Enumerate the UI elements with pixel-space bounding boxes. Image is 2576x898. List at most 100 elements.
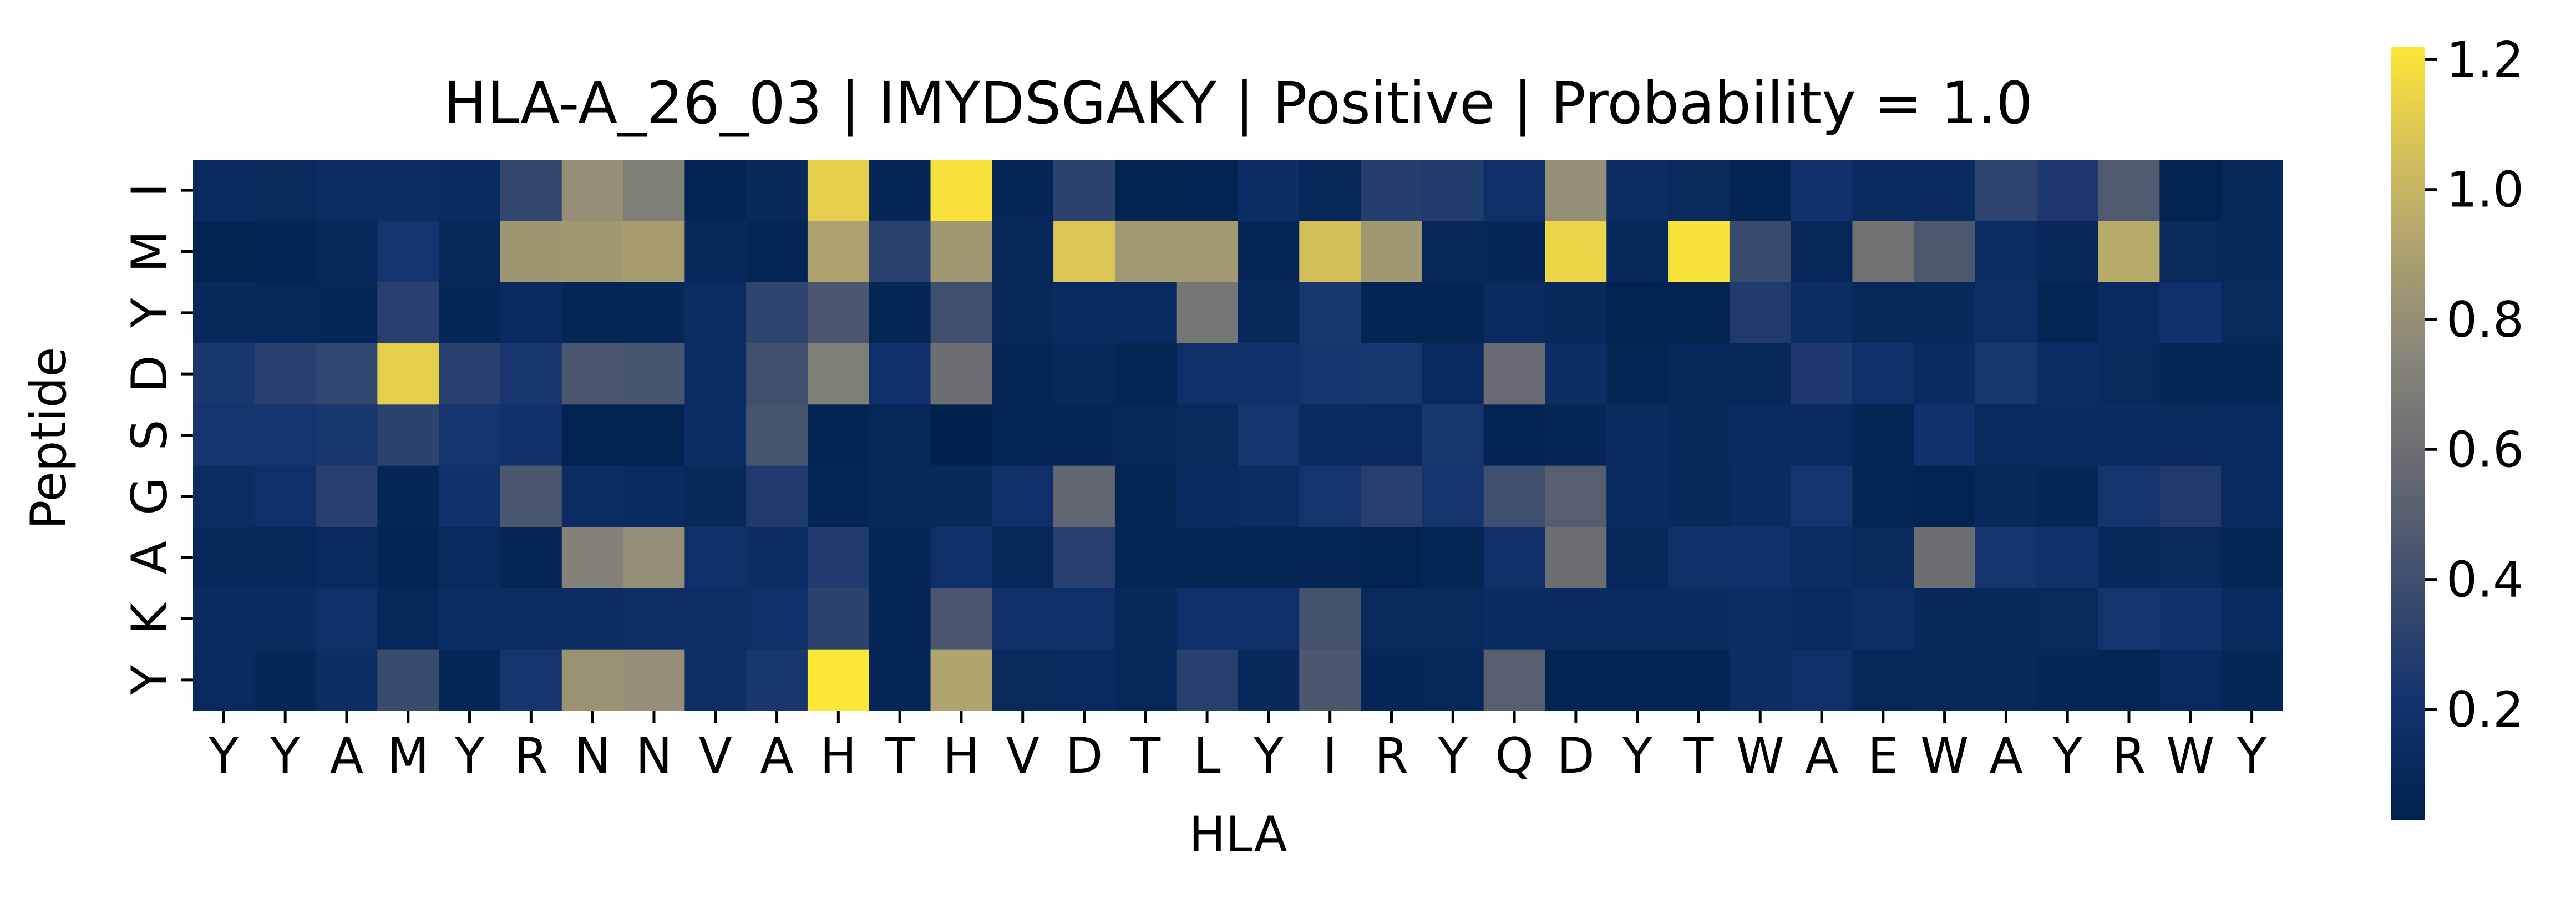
- heatmap-cell: [1668, 588, 1730, 650]
- heatmap-cell: [807, 404, 870, 466]
- heatmap-cell: [316, 404, 378, 466]
- heatmap-cell: [1114, 465, 1177, 527]
- heatmap-cell: [684, 588, 747, 650]
- heatmap-cell: [992, 404, 1054, 466]
- heatmap-cell: [2036, 343, 2099, 405]
- heatmap-cell: [684, 527, 747, 588]
- heatmap-cell: [254, 404, 317, 466]
- heatmap-cell: [1791, 649, 1853, 711]
- heatmap-cell: [316, 160, 378, 221]
- heatmap-cell: [1176, 282, 1239, 344]
- y-tick-label: K: [121, 601, 178, 635]
- heatmap-cell: [684, 465, 747, 527]
- heatmap-cell: [1606, 527, 1669, 588]
- x-tick-label: W: [2166, 727, 2214, 784]
- heatmap-cell: [1914, 221, 1976, 283]
- heatmap-cell: [254, 465, 317, 527]
- heatmap-cell: [439, 649, 501, 711]
- heatmap-cell: [1791, 465, 1853, 527]
- heatmap-cell: [316, 465, 378, 527]
- heatmap-cell: [1422, 649, 1484, 711]
- heatmap-cell: [1914, 527, 1976, 588]
- heatmap-cell: [2221, 527, 2283, 588]
- heatmap-cell: [561, 588, 624, 650]
- heatmap-cell: [623, 160, 685, 221]
- heatmap-cell: [193, 404, 255, 466]
- heatmap-cell: [2221, 160, 2283, 221]
- heatmap-cell: [1975, 221, 2037, 283]
- heatmap-cell: [1114, 160, 1177, 221]
- heatmap-cell: [1914, 282, 1976, 344]
- heatmap-cell: [1668, 160, 1730, 221]
- heatmap-cell: [1299, 160, 1361, 221]
- x-tick-label: I: [1323, 727, 1337, 784]
- heatmap-cell: [1483, 221, 1546, 283]
- heatmap-cell: [869, 160, 931, 221]
- heatmap-cell: [807, 465, 870, 527]
- x-tick-label: Y: [2237, 727, 2267, 784]
- heatmap-cell: [992, 282, 1054, 344]
- heatmap-cell: [500, 343, 562, 405]
- heatmap-cell: [1975, 465, 2037, 527]
- heatmap-cell: [193, 527, 255, 588]
- colorbar-tick-label: 0.8: [2446, 291, 2524, 348]
- heatmap-cell: [316, 282, 378, 344]
- heatmap-cell: [2036, 588, 2099, 650]
- heatmap-cell: [2159, 343, 2222, 405]
- heatmap-cell: [930, 221, 992, 283]
- heatmap-cell: [1914, 160, 1976, 221]
- heatmap-cell: [1914, 649, 1976, 711]
- heatmap-cell: [1606, 221, 1669, 283]
- heatmap-cell: [316, 649, 378, 711]
- heatmap-cell: [1361, 588, 1423, 650]
- heatmap-cell: [1422, 588, 1484, 650]
- heatmap-cell: [623, 343, 685, 405]
- heatmap-cell: [377, 282, 439, 344]
- heatmap-cell: [684, 404, 747, 466]
- heatmap-cell: [807, 282, 870, 344]
- heatmap-cell: [1114, 588, 1177, 650]
- heatmap-cell: [1914, 404, 1976, 466]
- heatmap-cell: [1545, 527, 1607, 588]
- heatmap-cell: [500, 588, 562, 650]
- heatmap-cell: [684, 221, 747, 283]
- heatmap-cell: [316, 343, 378, 405]
- heatmap-cell: [2159, 527, 2222, 588]
- heatmap-cell: [1852, 588, 1914, 650]
- heatmap-cell: [1852, 282, 1914, 344]
- heatmap-cell: [1975, 160, 2037, 221]
- heatmap-cell: [992, 527, 1054, 588]
- heatmap-cell: [561, 465, 624, 527]
- heatmap-cell: [439, 221, 501, 283]
- heatmap-cell: [1238, 282, 1300, 344]
- heatmap-cell: [1422, 527, 1484, 588]
- heatmap-cell: [1791, 343, 1853, 405]
- heatmap-cell: [1606, 343, 1669, 405]
- heatmap-cell: [992, 465, 1054, 527]
- heatmap-cell: [1176, 465, 1239, 527]
- heatmap-cell: [1053, 160, 1115, 221]
- heatmap-cell: [377, 527, 439, 588]
- heatmap-cell: [1238, 404, 1300, 466]
- heatmap-cell: [193, 282, 255, 344]
- heatmap-cell: [1914, 343, 1976, 405]
- heatmap-cell: [1361, 160, 1423, 221]
- heatmap-cell: [930, 343, 992, 405]
- heatmap-cell: [561, 343, 624, 405]
- heatmap-cell: [1114, 649, 1177, 711]
- x-tick-label: A: [330, 727, 363, 784]
- heatmap-cell: [1975, 527, 2037, 588]
- heatmap-cell: [439, 282, 501, 344]
- heatmap-cell: [1729, 404, 1792, 466]
- heatmap-cell: [623, 221, 685, 283]
- heatmap-cell: [1729, 649, 1792, 711]
- heatmap-cell: [1238, 221, 1300, 283]
- x-axis-label: HLA: [1189, 806, 1287, 863]
- heatmap-cell: [2221, 588, 2283, 650]
- heatmap-cell: [2159, 160, 2222, 221]
- heatmap-cell: [2098, 221, 2161, 283]
- heatmap-cell: [807, 588, 870, 650]
- heatmap-cell: [807, 649, 870, 711]
- heatmap-cell: [2159, 465, 2222, 527]
